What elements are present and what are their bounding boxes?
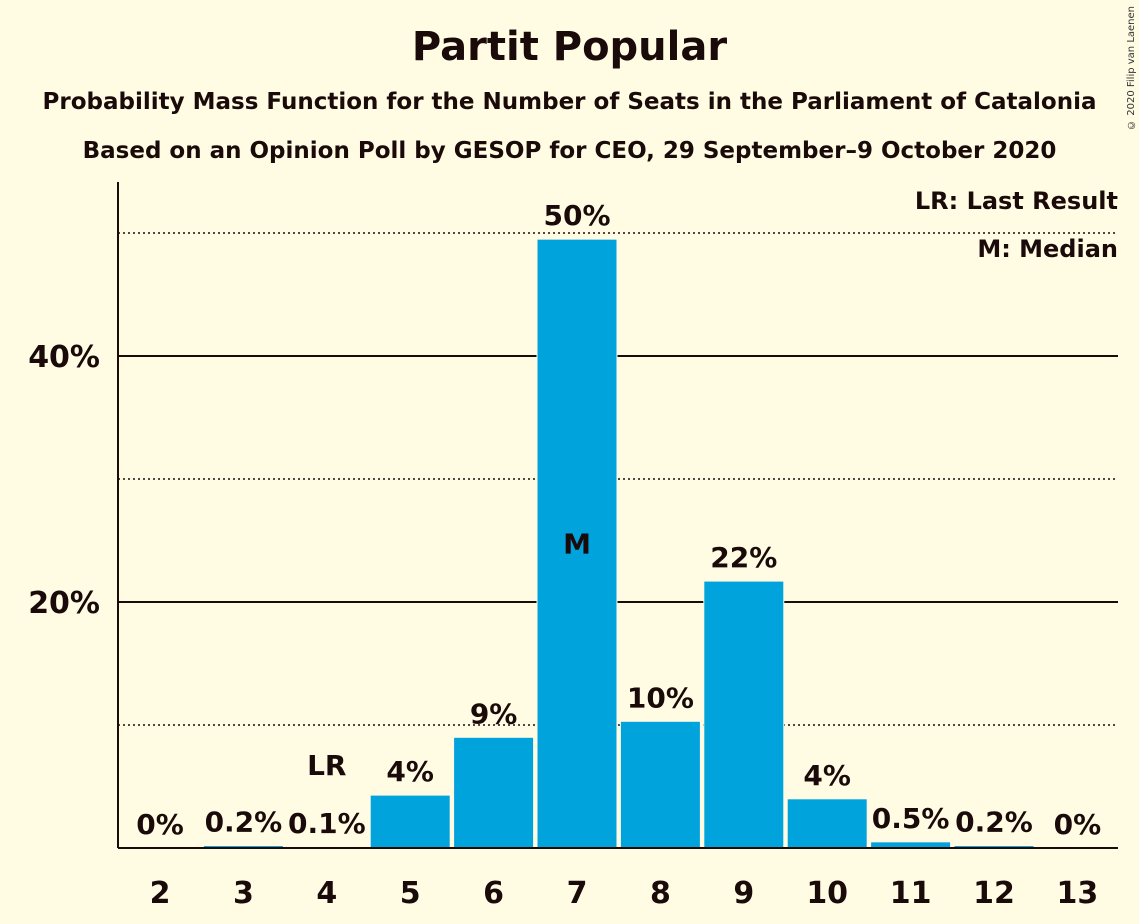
x-tick-label: 12 bbox=[973, 876, 1015, 911]
x-tick-label: 2 bbox=[150, 876, 171, 911]
y-tick-label: 40% bbox=[28, 340, 100, 375]
last-result-marker: LR bbox=[307, 749, 346, 782]
legend-last-result: LR: Last Result bbox=[915, 187, 1118, 215]
bar-value-label: 9% bbox=[470, 697, 518, 730]
legend-median: M: Median bbox=[977, 235, 1118, 263]
bar-value-label: 0.1% bbox=[288, 807, 366, 840]
x-axis-ticks: 2 3 4 5 6 7 8 9 10 11 12 13 bbox=[150, 876, 1099, 911]
x-tick-label: 11 bbox=[890, 876, 932, 911]
x-tick-label: 8 bbox=[650, 876, 671, 911]
bar-5 bbox=[369, 794, 451, 849]
bar-9 bbox=[703, 580, 785, 849]
bar-8 bbox=[619, 720, 701, 849]
bar-value-label: 50% bbox=[543, 199, 610, 232]
x-tick-label: 6 bbox=[483, 876, 504, 911]
chart-subtitle-source: Based on an Opinion Poll by GESOP for CE… bbox=[82, 138, 1057, 164]
gridlines bbox=[118, 232, 1118, 726]
bars bbox=[202, 238, 1035, 849]
bar-value-label: 0.2% bbox=[955, 806, 1033, 839]
bar-10 bbox=[786, 798, 868, 849]
bar-value-label: 0% bbox=[136, 808, 184, 841]
x-tick-label: 9 bbox=[733, 876, 754, 911]
bar-6 bbox=[453, 736, 535, 849]
bar-value-label: 0.5% bbox=[872, 802, 950, 835]
x-tick-label: 7 bbox=[567, 876, 588, 911]
x-tick-label: 3 bbox=[233, 876, 254, 911]
chart-subtitle: Probability Mass Function for the Number… bbox=[42, 89, 1097, 115]
bar-value-label: 4% bbox=[803, 759, 851, 792]
bar-7 bbox=[536, 238, 618, 849]
chart-title: Partit Popular bbox=[411, 24, 728, 70]
bar-value-label: 0% bbox=[1054, 808, 1102, 841]
x-tick-label: 13 bbox=[1057, 876, 1099, 911]
x-tick-label: 4 bbox=[316, 876, 337, 911]
median-marker: M bbox=[563, 528, 591, 561]
bar-value-labels: 0% 0.2% 0.1%LR 4%9%50%M10%22%4%0.5% 0.2% 0% bbox=[136, 199, 1101, 841]
bar-value-label: 4% bbox=[386, 755, 434, 788]
y-tick-label: 20% bbox=[28, 586, 100, 621]
x-tick-label: 10 bbox=[806, 876, 848, 911]
x-tick-label: 5 bbox=[400, 876, 421, 911]
y-axis-ticks: 20% 40% bbox=[28, 340, 100, 621]
bar-value-label: 22% bbox=[710, 541, 777, 574]
bar-value-label: 0.2% bbox=[205, 806, 283, 839]
bar-value-label: 10% bbox=[627, 681, 694, 714]
